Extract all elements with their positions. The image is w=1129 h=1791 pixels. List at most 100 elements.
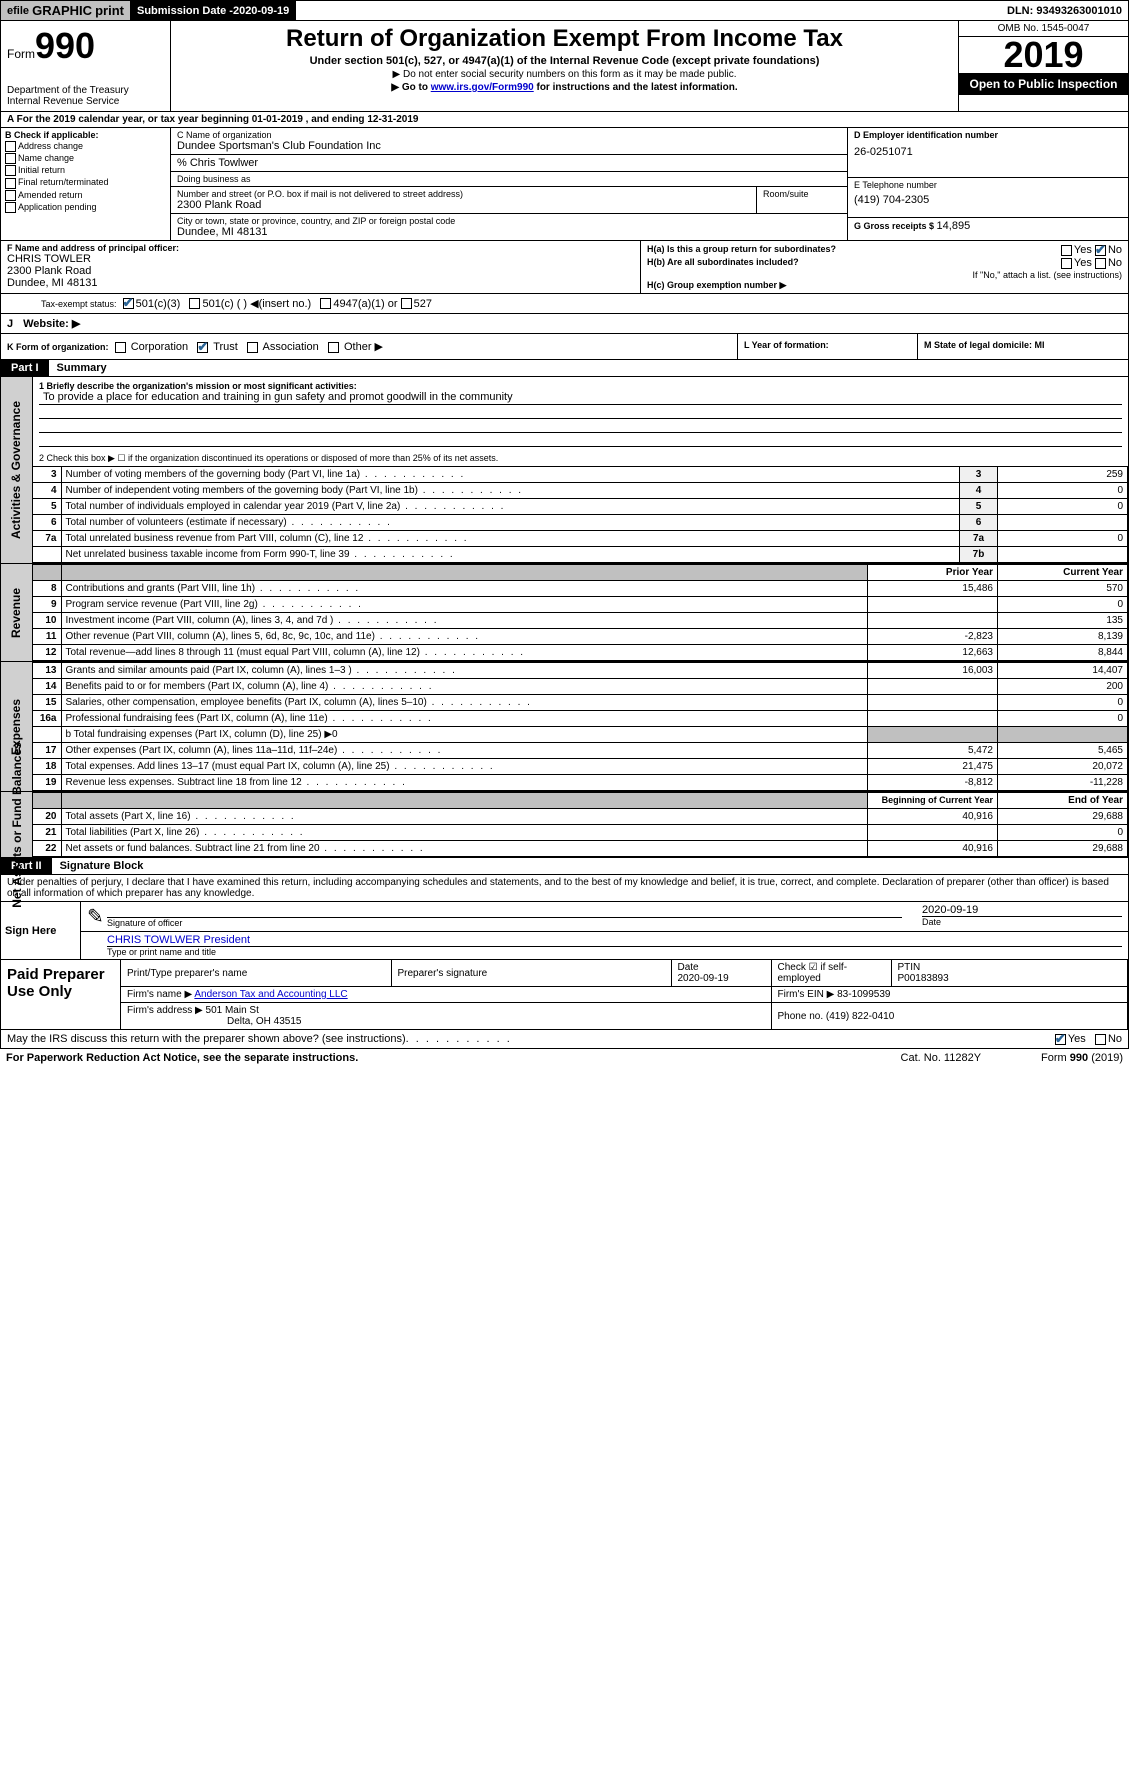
sidebar-revenue: Revenue [1, 564, 33, 661]
table-header-row: Beginning of Current Year End of Year [33, 793, 1128, 809]
gross-label: G Gross receipts $ [854, 221, 937, 231]
checkbox-icon[interactable] [401, 298, 412, 309]
table-row: 4 Number of independent voting members o… [33, 483, 1128, 499]
sig-date-cell: 2020-09-19 Date [922, 904, 1122, 929]
checkbox-icon[interactable] [1061, 258, 1072, 269]
opt-501c: 501(c) ( ) ◀(insert no.) [202, 297, 311, 310]
checkbox-icon[interactable] [197, 342, 208, 353]
checkbox-icon [5, 153, 16, 164]
tel-cell: E Telephone number (419) 704-2305 [848, 178, 1128, 218]
efile-print[interactable]: print [95, 3, 124, 18]
begin-value: 40,916 [868, 841, 998, 857]
line-desc: Benefits paid to or for members (Part IX… [61, 679, 868, 695]
tax-year: 2019 [959, 37, 1128, 73]
line-num: 14 [33, 679, 61, 695]
sig-blank[interactable] [107, 904, 902, 918]
dba-label: Doing business as [177, 174, 841, 184]
net-assets-table: Beginning of Current Year End of Year20 … [33, 792, 1128, 857]
k-label: K Form of organization: [7, 342, 109, 352]
j-label: J [7, 318, 13, 330]
chk-name-change[interactable]: Name change [5, 153, 166, 164]
firm-addr1: 501 Main St [206, 1005, 259, 1016]
checkbox-icon[interactable] [1095, 258, 1106, 269]
table-row: 10 Investment income (Part VIII, column … [33, 613, 1128, 629]
shaded-cell [868, 727, 998, 743]
mission-text: To provide a place for education and tra… [39, 391, 1122, 405]
table-row: 18 Total expenses. Add lines 13–17 (must… [33, 759, 1128, 775]
table-row: 19 Revenue less expenses. Subtract line … [33, 775, 1128, 791]
line-ref: 4 [960, 483, 998, 499]
blank [33, 727, 61, 743]
ha-row: H(a) Is this a group return for subordin… [647, 244, 1122, 256]
prior-value: -2,823 [868, 629, 998, 645]
chk-address-change[interactable]: Address change [5, 141, 166, 152]
line-16b: b Total fundraising expenses (Part IX, c… [61, 727, 868, 743]
chk-amended[interactable]: Amended return [5, 190, 166, 201]
checkbox-icon[interactable] [189, 298, 200, 309]
checkbox-icon[interactable] [123, 298, 134, 309]
footer-cat: Cat. No. 11282Y [901, 1052, 982, 1064]
firm-name-link[interactable]: Anderson Tax and Accounting LLC [194, 989, 347, 1000]
opt-other: Other ▶ [344, 341, 383, 353]
opt-501c3: 501(c)(3) [136, 298, 181, 310]
dept-irs: Internal Revenue Service [7, 96, 164, 107]
table-row: Net unrelated business taxable income fr… [33, 547, 1128, 563]
form-subtitle: Under section 501(c), 527, or 4947(a)(1)… [179, 55, 950, 67]
spacer [87, 934, 107, 957]
form990-link[interactable]: www.irs.gov/Form990 [431, 82, 534, 93]
addr-row: Number and street (or P.O. box if mail i… [171, 187, 847, 214]
checkbox-icon[interactable] [1095, 1034, 1106, 1045]
opt-corp: Corporation [131, 341, 188, 353]
dba-cell: Doing business as [171, 172, 847, 187]
h-date-label: Date [678, 962, 699, 973]
tel-value: (419) 704-2305 [854, 194, 1122, 206]
current-value: 200 [998, 679, 1128, 695]
revenue-table: Prior Year Current Year8 Contributions a… [33, 564, 1128, 661]
org-name-cell: C Name of organization Dundee Sportsman'… [171, 128, 847, 155]
firm-addr2: Delta, OH 43515 [227, 1016, 302, 1027]
checkbox-icon[interactable] [1095, 245, 1106, 256]
line-num: 6 [33, 515, 61, 531]
line-num: 8 [33, 581, 61, 597]
checkbox-icon[interactable] [1061, 245, 1072, 256]
chk-label: Final return/terminated [18, 177, 109, 187]
chk-initial-return[interactable]: Initial return [5, 165, 166, 176]
net-assets-content: Beginning of Current Year End of Year20 … [33, 792, 1128, 857]
current-value: 570 [998, 581, 1128, 597]
checkbox-icon[interactable] [1055, 1034, 1066, 1045]
line-desc: Total revenue—add lines 8 through 11 (mu… [61, 645, 868, 661]
current-value: 8,139 [998, 629, 1128, 645]
begin-value [868, 825, 998, 841]
topbar: efile GRAPHIC print Submission Date - 20… [0, 0, 1129, 21]
part2-title: Signature Block [58, 858, 146, 874]
sig-name-label: Type or print name and title [107, 947, 1122, 957]
ha-yesno: Yes No [1061, 244, 1122, 256]
blank [61, 793, 868, 809]
no-label: No [1108, 257, 1122, 269]
h-preparer-sig: Preparer's signature [391, 960, 671, 987]
col-end-year: End of Year [998, 793, 1128, 809]
sign-section: Sign Here ✎ Signature of officer 2020-09… [0, 902, 1129, 960]
checkbox-icon[interactable] [115, 342, 126, 353]
chk-final-return[interactable]: Final return/terminated [5, 177, 166, 188]
ein-cell: D Employer identification number 26-0251… [848, 128, 1128, 178]
line-desc: Net assets or fund balances. Subtract li… [61, 841, 868, 857]
sig-officer-line: ✎ Signature of officer 2020-09-19 Date [81, 902, 1128, 932]
line-ref: 7b [960, 547, 998, 563]
checkbox-icon [5, 165, 16, 176]
firm-ein-cell: Firm's EIN ▶ 83-1099539 [771, 987, 1128, 1003]
chk-application-pending[interactable]: Application pending [5, 202, 166, 213]
line-desc: Net unrelated business taxable income fr… [61, 547, 960, 563]
checkbox-icon[interactable] [247, 342, 258, 353]
governance-table: 3 Number of voting members of the govern… [33, 466, 1128, 563]
line-num: 12 [33, 645, 61, 661]
checkbox-icon[interactable] [328, 342, 339, 353]
line-num: 11 [33, 629, 61, 645]
h-ptin-cell: PTINP00183893 [891, 960, 1128, 987]
efile-graphic[interactable]: GRAPHIC [32, 3, 92, 18]
checkbox-icon[interactable] [320, 298, 331, 309]
blank [33, 793, 61, 809]
part1-badge: Part I [1, 360, 49, 376]
tel-label: E Telephone number [854, 180, 1122, 190]
footer-left: For Paperwork Reduction Act Notice, see … [6, 1052, 358, 1064]
